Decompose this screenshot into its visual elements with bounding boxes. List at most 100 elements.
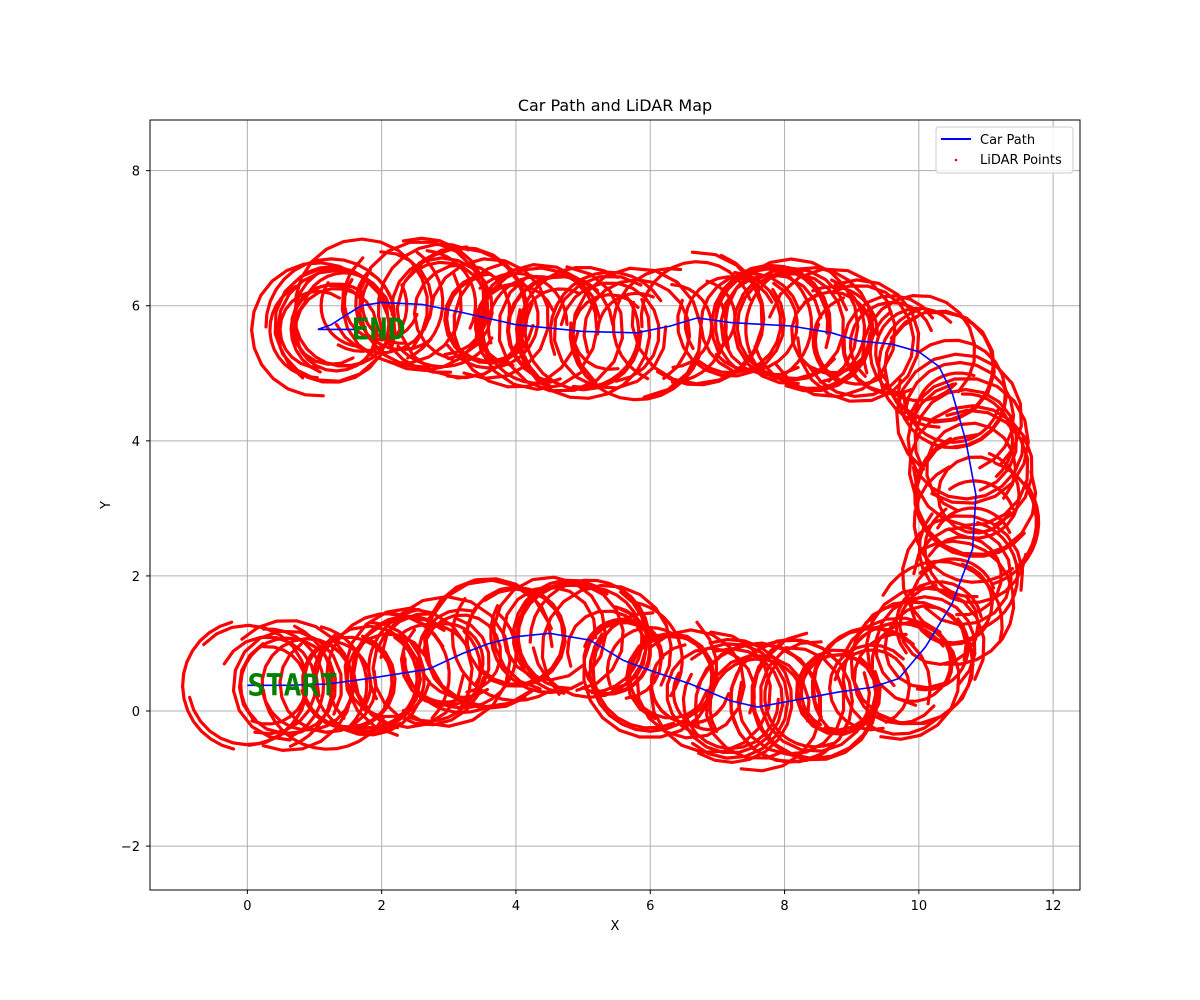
y-tick-label: 6: [132, 300, 140, 315]
lidar-point-arc: [325, 612, 445, 720]
lidar-point-arc: [906, 382, 1026, 501]
y-tick-label: −2: [121, 840, 140, 855]
lidar-point-arc: [446, 279, 540, 370]
lidar-point-arc: [768, 267, 897, 399]
lidar-point-arc: [427, 257, 550, 381]
ticks: 0 2 4 6 8 10 12 −2 0 2 4 6 8: [121, 165, 1062, 914]
lidar-point-arc: [319, 281, 359, 348]
lidar-point-arc: [239, 636, 317, 722]
lidar-point-arc: [749, 637, 855, 764]
lidar-point-arc: [582, 620, 719, 739]
lidar-point-arc: [841, 329, 914, 396]
lidar-point-arc: [514, 581, 625, 692]
y-tick-label: 8: [132, 165, 140, 180]
annotation-start: START: [247, 668, 337, 703]
lidar-point-arc: [771, 265, 814, 377]
legend-entry-lidar-points: LiDAR Points: [980, 153, 1062, 168]
x-axis-label: X: [611, 919, 620, 934]
lidar-point-arc: [936, 455, 1012, 535]
lidar-point-arc: [180, 620, 236, 751]
lidar-point-arc: [523, 302, 643, 392]
lidar-point-arc: [231, 629, 343, 742]
lidar-point-arc: [328, 639, 373, 709]
lidar-point-arc: [406, 250, 445, 360]
annotations: START END: [247, 312, 405, 703]
lidar-point-arc: [927, 535, 1003, 617]
lidar-point-arc: [796, 278, 921, 403]
lidar-point-arc: [913, 436, 1026, 558]
lidar-point-arc: [705, 653, 811, 760]
legend: Car Path LiDAR Points: [935, 126, 1074, 174]
lidar-point-arc: [293, 300, 378, 373]
lidar-point-arc: [452, 261, 580, 389]
lidar-point-arc: [548, 270, 663, 356]
y-tick-label: 2: [132, 570, 140, 585]
lidar-point-arc: [696, 270, 783, 375]
lidar-point-arc: [582, 278, 692, 380]
lidar-point-arc: [289, 282, 365, 374]
plot-frame: [149, 119, 1081, 891]
lidar-point-arc: [907, 404, 1034, 527]
lidar-point-arc: [898, 583, 980, 667]
lidar-point-arc: [565, 609, 648, 691]
lidar-point-arc: [399, 616, 491, 708]
lidar-point-arc: [853, 600, 975, 726]
lidar-point-arc: [568, 321, 701, 402]
legend-lidar-swatch: [954, 158, 958, 162]
lidar-point-arc: [919, 539, 1016, 666]
lidar-point-arc: [948, 479, 1015, 511]
lidar-point-arc: [905, 377, 1030, 505]
lidar-point-arc: [916, 338, 1008, 449]
lidar-point-arc: [340, 256, 463, 365]
y-tick-label: 0: [132, 705, 140, 720]
lidar-point-arc: [874, 595, 977, 688]
lidar-point-arc: [450, 597, 552, 703]
lidar-point-arc: [278, 289, 341, 369]
lidar-point-arc: [261, 627, 326, 739]
lidar-point-arc: [501, 585, 598, 682]
lidar-point-arc: [275, 268, 397, 380]
lidar-point-arc: [249, 261, 358, 398]
lidar-point-arc: [278, 642, 378, 734]
lidar-point-arc: [912, 465, 1015, 584]
lidar-point-arc: [480, 587, 566, 686]
lidar-point-arc: [581, 605, 653, 697]
car-path-line: [247, 301, 977, 708]
lidar-point-arc: [690, 642, 790, 760]
lidar-point-arc: [605, 625, 681, 687]
lidar-point-arc: [582, 618, 665, 698]
lidar-point-arc: [261, 688, 386, 751]
lidar-point-arc: [425, 249, 478, 330]
car-path: [247, 301, 977, 708]
y-tick-label: 4: [132, 435, 140, 450]
lidar-point-arc: [292, 267, 374, 368]
lidar-point-arc: [497, 265, 625, 393]
lidar-point-arc: [915, 617, 970, 692]
lidar-point-arc: [840, 616, 961, 741]
lidar-point-arc: [868, 310, 958, 403]
lidar-point-arc: [540, 583, 673, 696]
x-tick-label: 8: [780, 899, 788, 914]
lidar-point-arc: [799, 652, 878, 732]
lidar-point-arc: [763, 664, 835, 749]
lidar-point-arc: [516, 583, 592, 691]
lidar-point-arc: [735, 270, 836, 383]
x-tick-label: 10: [911, 899, 928, 914]
lidar-point-arc: [895, 352, 1023, 471]
x-tick-label: 2: [378, 899, 386, 914]
x-tick-label: 12: [1045, 899, 1062, 914]
lidar-point-arc: [571, 293, 640, 372]
lidar-point-arc: [923, 562, 994, 645]
lidar-point-arc: [753, 331, 872, 390]
lidar-point-arc: [917, 512, 1028, 604]
lidar-point-arc: [387, 236, 489, 373]
lidar-point-arc: [751, 642, 879, 761]
lidar-point-arc: [342, 278, 419, 342]
lidar-point-arc: [656, 253, 766, 387]
x-tick-label: 6: [646, 899, 654, 914]
lidar-point-arc: [445, 275, 526, 363]
lidar-point-arc: [552, 275, 668, 390]
lidar-point-arc: [671, 671, 717, 732]
lidar-point-arc: [591, 611, 676, 730]
